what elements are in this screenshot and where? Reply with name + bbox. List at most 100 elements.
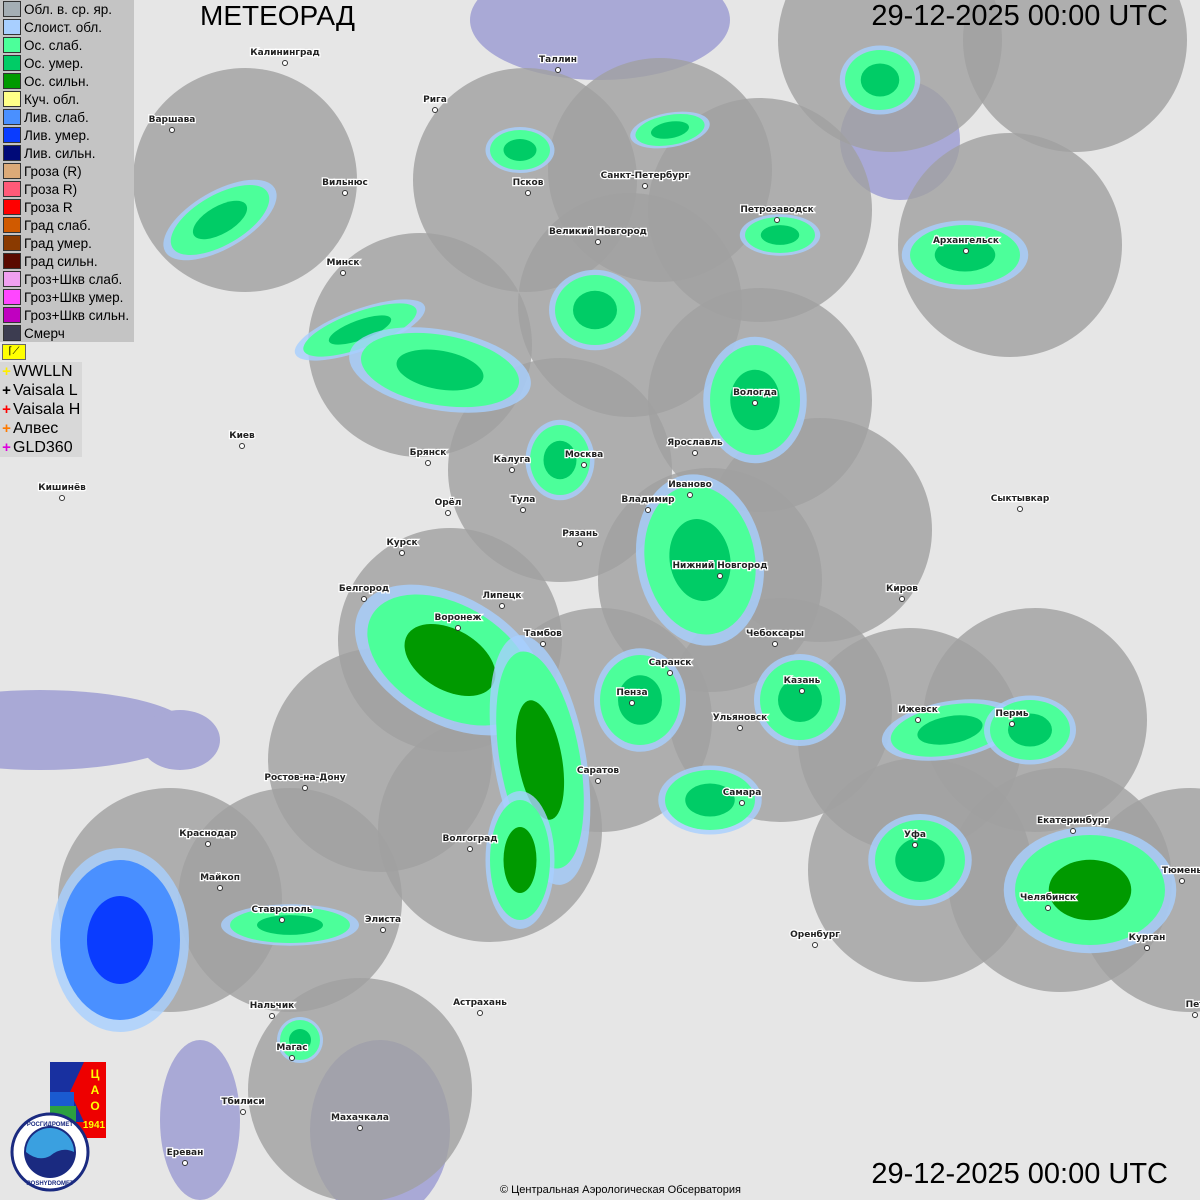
city-marker[interactable]: Киев [228,430,256,449]
city-marker[interactable]: Варшава [147,114,197,133]
city-marker[interactable]: Рига [422,94,448,113]
city-marker[interactable]: Рязань [561,528,599,547]
city-marker[interactable]: Чебоксары [745,627,805,647]
city-marker[interactable]: Краснодар [178,828,238,847]
legend: Обл. в. ср. яр. Слоист. обл. Ос. слаб. Ос. … [0,0,134,342]
city-marker[interactable]: Ярославль [666,437,724,456]
city-label: Рязань [562,529,598,539]
page-title: МЕТЕОРАД [200,0,355,31]
city-marker[interactable]: Саранск [647,657,693,676]
city-marker[interactable]: Тюмень [1161,865,1200,884]
legend-item: Ос. умер. [0,54,134,72]
lightning-network-label: Vaisala L [13,381,78,399]
city-marker[interactable]: Пермь [994,708,1030,727]
city-dot [1144,945,1150,951]
city-dot [581,462,587,468]
city-marker[interactable]: Майкоп [199,872,241,891]
city-marker[interactable]: Курск [385,537,419,556]
city-marker[interactable]: Киров [885,583,920,602]
city-marker[interactable]: Тамбов [523,627,563,647]
city-marker[interactable]: Липецк [481,590,523,609]
city-marker[interactable]: Астрахань [452,997,508,1016]
city-marker[interactable]: Орёл [433,497,463,516]
city-marker[interactable]: Брянск [408,447,448,466]
city-dot [525,190,531,196]
city-marker[interactable]: Тула [509,494,537,513]
city-marker[interactable]: Архангельск [932,235,1000,254]
city-marker[interactable]: Уфа [903,829,927,848]
city-marker[interactable]: Саратов [576,765,621,784]
city-marker[interactable]: Ереван [165,1147,205,1166]
precipitation-echo [549,269,641,351]
city-marker[interactable]: Нижний Новгород [671,560,769,579]
lightning-network-label: WWLLN [13,362,73,380]
city-label: Великий Новгород [549,227,647,237]
city-dot [717,573,723,579]
city-dot [912,842,918,848]
precipitation-echo [163,179,277,261]
city-marker[interactable]: Великий Новгород [548,226,648,245]
city-marker[interactable]: Казань [782,675,822,694]
city-marker[interactable]: Калининград [249,47,321,66]
city-marker[interactable]: Ульяновск [711,712,769,731]
legend-label: Ос. сильн. [24,73,90,89]
city-marker[interactable]: Ставрополь [250,904,314,923]
city-dot [289,1055,295,1061]
city-marker[interactable]: Пет [1184,999,1200,1018]
city-marker[interactable]: Волгоград [441,833,499,852]
city-dot [520,507,526,513]
city-dot [1045,905,1051,911]
city-label: Нальчик [250,1001,294,1011]
city-marker[interactable]: Псков [511,177,545,196]
city-label: Брянск [410,448,447,458]
city-label: Саратов [577,766,620,776]
city-marker[interactable]: Махачкала [330,1112,390,1131]
city-marker[interactable]: Вологда [732,387,778,406]
city-marker[interactable]: Белгород [338,583,390,602]
city-marker[interactable]: Тбилиси [220,1095,266,1115]
legend-item: Гроз+Шкв сильн. [0,306,134,324]
city-marker[interactable]: Петрозаводск [739,204,815,223]
city-marker[interactable]: Иваново [667,479,713,498]
flag-icon[interactable]: ⌈⟋ [2,344,26,360]
city-marker[interactable]: Вильнюс [321,177,369,196]
city-dot [282,60,288,66]
city-marker[interactable]: Оренбург [789,928,841,948]
city-marker[interactable]: Калуга [492,454,532,473]
city-marker[interactable]: Нальчик [249,1000,295,1019]
city-marker[interactable]: Воронеж [433,612,483,631]
legend-swatch [3,19,21,35]
city-marker[interactable]: Минск [325,257,361,276]
precipitation-echo [485,791,555,929]
city-label: Сыктывкар [991,494,1050,504]
city-dot [1070,828,1076,834]
city-dot [739,800,745,806]
city-label: Астрахань [453,998,507,1008]
city-marker[interactable]: Челябинск [1019,891,1077,911]
city-label: Пет [1186,1000,1200,1010]
city-label: Краснодар [179,829,237,839]
city-marker[interactable]: Элиста [364,914,402,933]
city-marker[interactable]: Ижевск [897,704,939,723]
city-marker[interactable]: Москва [564,449,604,468]
city-dot [169,127,175,133]
city-marker[interactable]: Курган [1127,932,1167,951]
city-marker[interactable]: Таллин [538,54,578,73]
city-dot [1192,1012,1198,1018]
legend-item: Куч. обл. [0,90,134,108]
city-dot [687,492,693,498]
city-marker[interactable]: Екатеринбург [1036,814,1110,834]
city-marker[interactable]: Кишинёв [37,482,87,501]
city-marker[interactable]: Владимир [620,494,676,513]
legend-swatch [3,109,21,125]
legend-item: Ос. сильн. [0,72,134,90]
city-marker[interactable]: Ростов-на-Дону [263,772,347,791]
city-dot [477,1010,483,1016]
legend-swatch [3,37,21,53]
city-marker[interactable]: Магас [275,1042,309,1061]
city-marker[interactable]: Сыктывкар [989,493,1051,512]
city-marker[interactable]: Пенза [615,687,649,706]
city-marker[interactable]: Самара [721,787,763,806]
city-marker[interactable]: Санкт-Петербург [599,169,691,189]
